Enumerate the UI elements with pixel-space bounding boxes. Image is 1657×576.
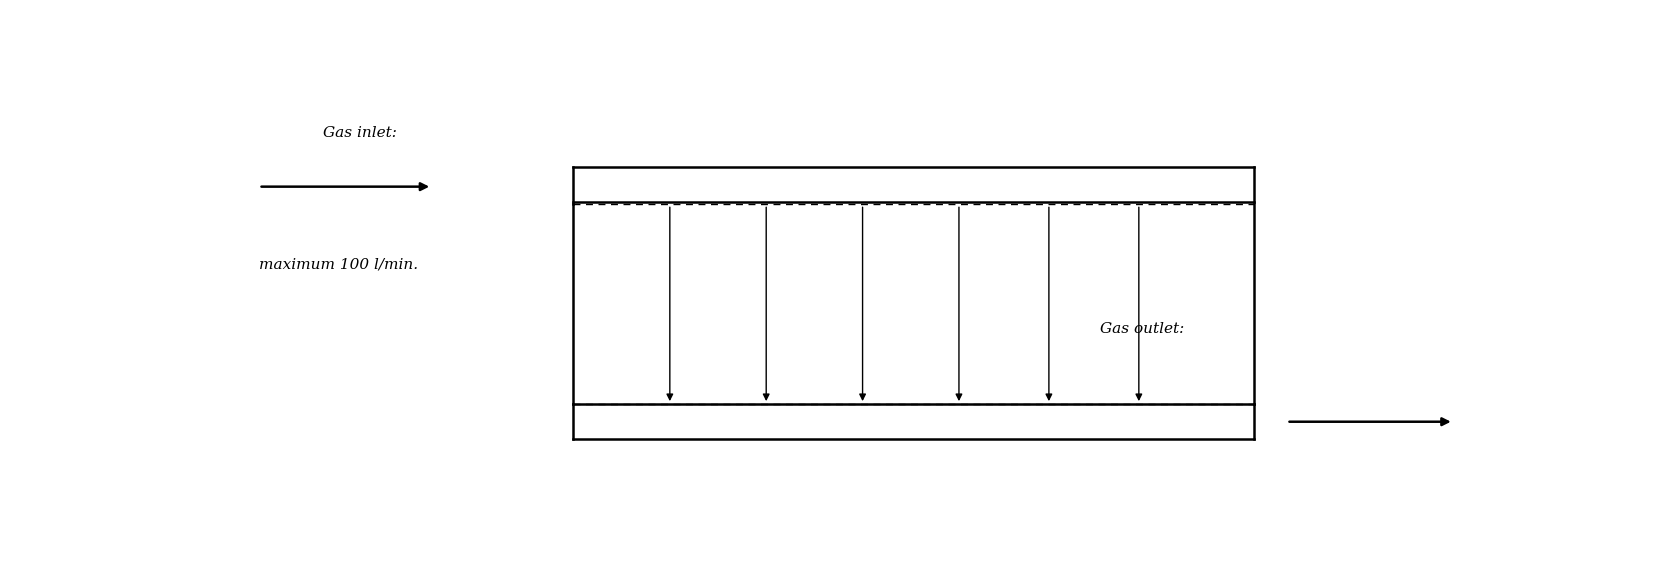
Text: Gas outlet:: Gas outlet:: [1100, 321, 1183, 336]
Text: Gas inlet:: Gas inlet:: [323, 126, 396, 141]
Text: maximum 100 l/min.: maximum 100 l/min.: [258, 257, 418, 271]
